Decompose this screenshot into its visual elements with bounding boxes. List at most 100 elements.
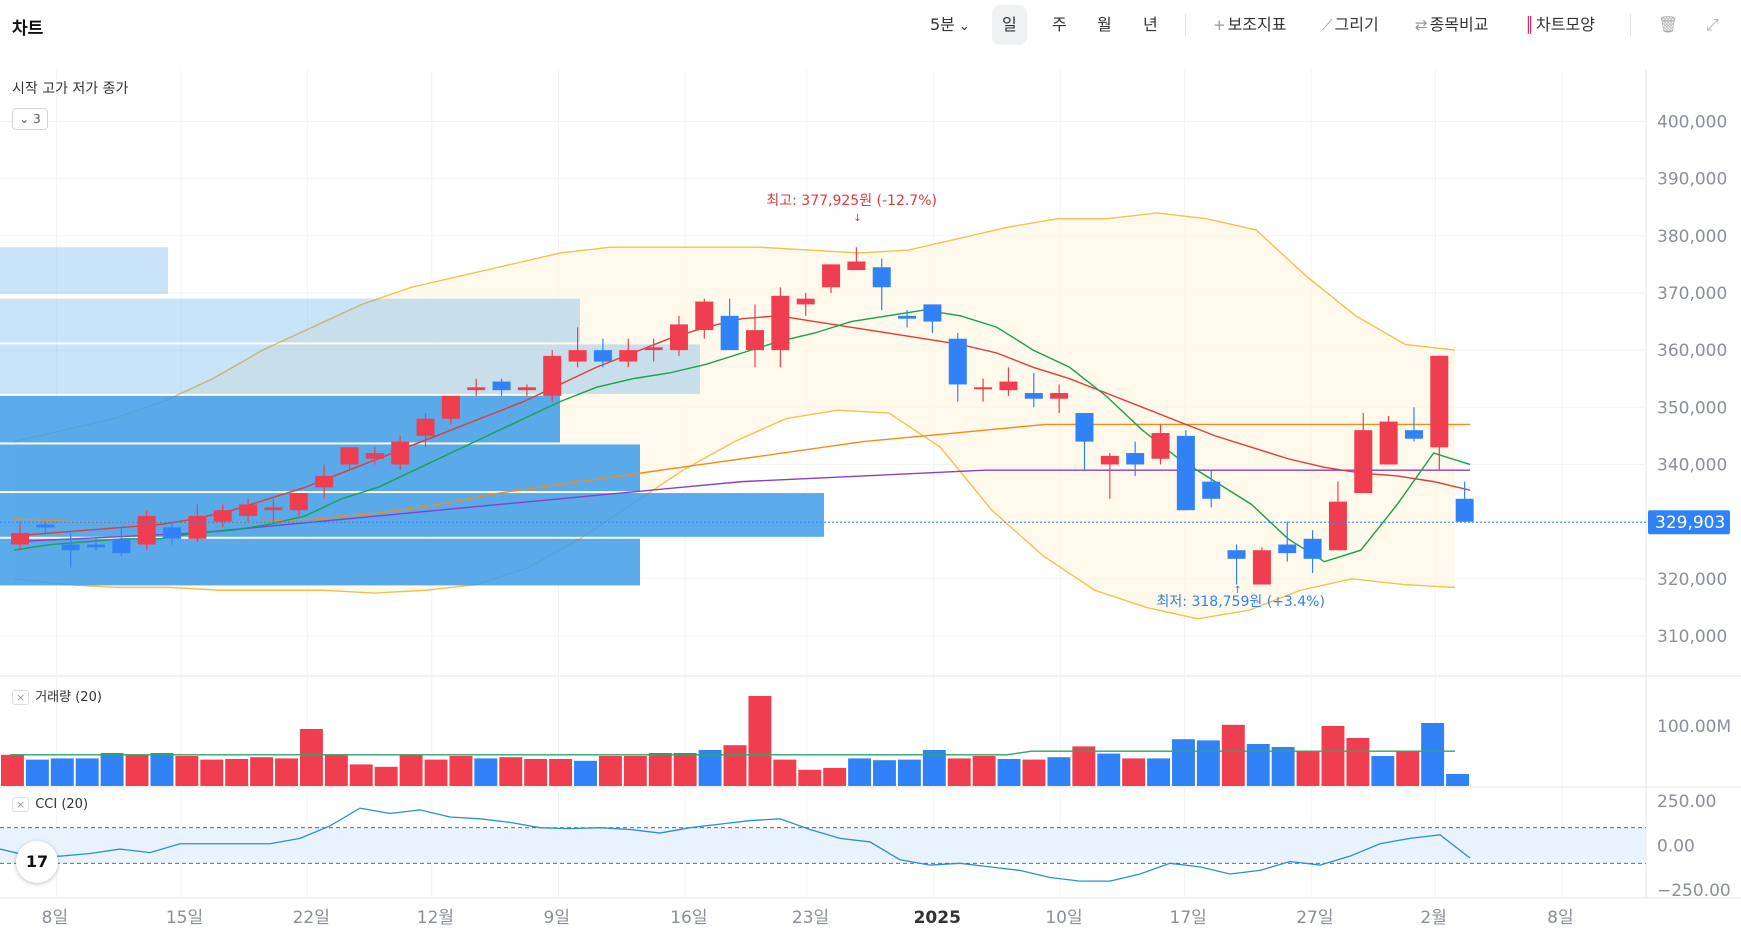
- candle-body: [543, 355, 562, 396]
- cci-tick-label: −250.00: [1657, 881, 1731, 901]
- volume-bar: [1147, 758, 1171, 786]
- ma120-line: [13, 469, 1470, 543]
- price-tick-label: 340,000: [1657, 455, 1727, 475]
- close-icon[interactable]: ×: [12, 690, 30, 705]
- candle: [1126, 441, 1145, 476]
- candle-body: [492, 381, 511, 391]
- candle-body: [872, 267, 891, 288]
- candle: [669, 315, 688, 356]
- current-price-badge: [1648, 510, 1730, 535]
- volume-bar: [623, 756, 647, 786]
- compare-arrows-icon: ⇄: [1415, 16, 1428, 34]
- x-axis-label: 23일: [792, 908, 829, 928]
- candle-body: [898, 315, 917, 319]
- period-week-button[interactable]: 주: [1052, 15, 1067, 34]
- volume-bar: [922, 750, 946, 786]
- candle-body: [163, 527, 182, 539]
- candle-body: [720, 315, 739, 351]
- candle-body: [1404, 430, 1423, 439]
- candle: [543, 350, 562, 402]
- volume-bar: [1196, 740, 1220, 786]
- price-tick-label: 390,000: [1657, 170, 1727, 190]
- indicators-button[interactable]: + 보조지표: [1213, 0, 1286, 50]
- volume-ma-line: [10, 750, 1456, 756]
- candle: [289, 493, 308, 516]
- legend-collapse-toggle[interactable]: ⌄ 3: [12, 108, 48, 130]
- period-month-button[interactable]: 월: [1097, 15, 1112, 34]
- volume-bar: [150, 753, 174, 786]
- close-icon[interactable]: ×: [12, 797, 30, 812]
- candle-body: [1328, 501, 1347, 551]
- volume-bar: [399, 754, 423, 786]
- draw-button[interactable]: ⟋ 그리기: [1322, 0, 1379, 50]
- x-axis-label: 8일: [42, 908, 68, 928]
- volume-bar: [823, 768, 847, 786]
- volume-bar: [897, 759, 921, 786]
- candle: [898, 310, 917, 328]
- volume-bar: [1271, 747, 1295, 786]
- candle-body: [391, 441, 410, 465]
- volume-bar: [25, 759, 49, 786]
- x-axis-label: 15일: [166, 908, 203, 928]
- candle-body: [1050, 393, 1069, 399]
- interval-dropdown[interactable]: 5분 ⌄: [930, 0, 970, 50]
- volume-bar: [250, 757, 274, 786]
- chart-type-button[interactable]: ║ 차트모양: [1525, 0, 1595, 50]
- volume-pane-label: × 거래량 (20): [12, 686, 102, 705]
- chart-type-label: 차트모양: [1536, 15, 1595, 34]
- candle: [1100, 453, 1119, 499]
- price-tick-label: 360,000: [1657, 341, 1727, 361]
- candle: [239, 498, 258, 522]
- volume-bar: [100, 753, 124, 786]
- candle-body: [264, 507, 283, 511]
- ma5-line: [13, 309, 1471, 563]
- candle: [974, 378, 993, 402]
- volume-bar: [848, 758, 872, 786]
- volume-bar: [873, 760, 896, 786]
- price-tick-label: 350,000: [1657, 398, 1727, 418]
- candle: [517, 384, 536, 396]
- price-tick-label: 320,000: [1657, 570, 1727, 590]
- candle-body: [188, 515, 207, 539]
- volume-bar: [499, 757, 523, 786]
- candle: [188, 504, 207, 542]
- trash-icon[interactable]: 🗑: [1658, 15, 1679, 34]
- candle-body: [1354, 430, 1373, 494]
- candle-body: [1075, 413, 1094, 442]
- candle: [720, 298, 739, 351]
- candle: [137, 510, 156, 551]
- volume-bar: [1022, 759, 1046, 786]
- candle: [822, 264, 841, 293]
- high-annotation: 최고: 377,925원 (-12.7%): [766, 193, 937, 209]
- volume-bar: [1221, 724, 1245, 786]
- volume-bar: [424, 759, 448, 786]
- period-year-button[interactable]: 년: [1143, 15, 1158, 34]
- candle-body: [746, 330, 764, 351]
- volume-bar: [200, 759, 224, 786]
- candle-body: [796, 298, 815, 305]
- candle-body: [61, 544, 80, 551]
- volume-bar: [324, 754, 348, 786]
- candle-bars-icon: ║: [1525, 16, 1535, 34]
- x-axis-label: 17일: [1170, 908, 1207, 928]
- candle-body: [11, 533, 29, 545]
- cci-tick-label: 0.00: [1657, 837, 1695, 857]
- candle: [1227, 544, 1246, 585]
- x-axis-label: 2월: [1420, 908, 1446, 928]
- candle: [644, 338, 663, 362]
- candle: [1278, 521, 1297, 562]
- period-day-button[interactable]: 일: [992, 5, 1027, 45]
- candle: [492, 378, 511, 396]
- tradingview-logo[interactable]: 17: [16, 841, 58, 883]
- volume-label-text: 거래량 (20): [35, 690, 102, 705]
- volume-bar: [299, 729, 323, 786]
- compare-button[interactable]: ⇄ 종목비교: [1415, 0, 1488, 50]
- candle-body: [1455, 498, 1474, 522]
- expand-icon[interactable]: ⤢: [1706, 15, 1719, 34]
- candle-body: [771, 295, 790, 351]
- chart-title: 차트: [12, 19, 44, 39]
- candle: [1075, 413, 1094, 471]
- volume-profile-box: [0, 538, 640, 586]
- ma20-line: [13, 315, 1471, 537]
